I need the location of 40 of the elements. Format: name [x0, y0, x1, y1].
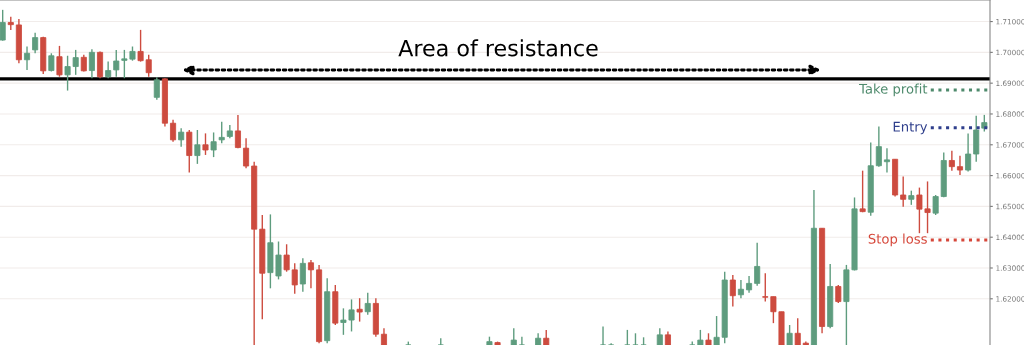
annotation: Area of resistance	[398, 39, 598, 57]
candlestick	[875, 125, 882, 168]
candlestick	[965, 132, 972, 173]
candlestick	[170, 119, 177, 143]
candlestick	[754, 242, 761, 287]
candlestick	[299, 257, 306, 293]
candlestick	[0, 9, 6, 42]
ref-line-label: Entry	[893, 121, 928, 135]
candlestick	[56, 45, 63, 78]
candlestick	[307, 259, 314, 290]
candlestick	[178, 127, 185, 148]
candlestick	[24, 45, 31, 71]
candlestick	[956, 155, 963, 176]
candlestick	[356, 297, 363, 323]
candlestick	[883, 147, 890, 174]
candlestick	[210, 131, 217, 158]
candlestick	[243, 137, 250, 169]
candlestick	[518, 335, 525, 345]
candlestick	[729, 274, 736, 308]
candlestick	[234, 114, 241, 149]
candlestick	[364, 291, 371, 316]
ref-line-label: Stop loss	[868, 233, 927, 247]
candlestick	[153, 76, 160, 101]
candlestick	[32, 31, 39, 54]
candlestick	[186, 129, 193, 174]
candlestick	[835, 284, 842, 304]
candlestick	[88, 48, 95, 79]
ref-line-label: Take profit	[858, 83, 928, 97]
candlestick	[859, 169, 866, 213]
candlestick	[932, 194, 939, 216]
candlestick	[948, 149, 955, 172]
candlestick	[218, 120, 225, 144]
candlestick	[794, 317, 801, 345]
candlestick	[900, 175, 907, 208]
candlestick	[608, 342, 615, 345]
candlestick	[600, 325, 607, 345]
candlestick	[786, 324, 793, 345]
candlestick	[737, 279, 744, 299]
candlestick	[194, 129, 201, 165]
candlestick	[202, 132, 209, 156]
